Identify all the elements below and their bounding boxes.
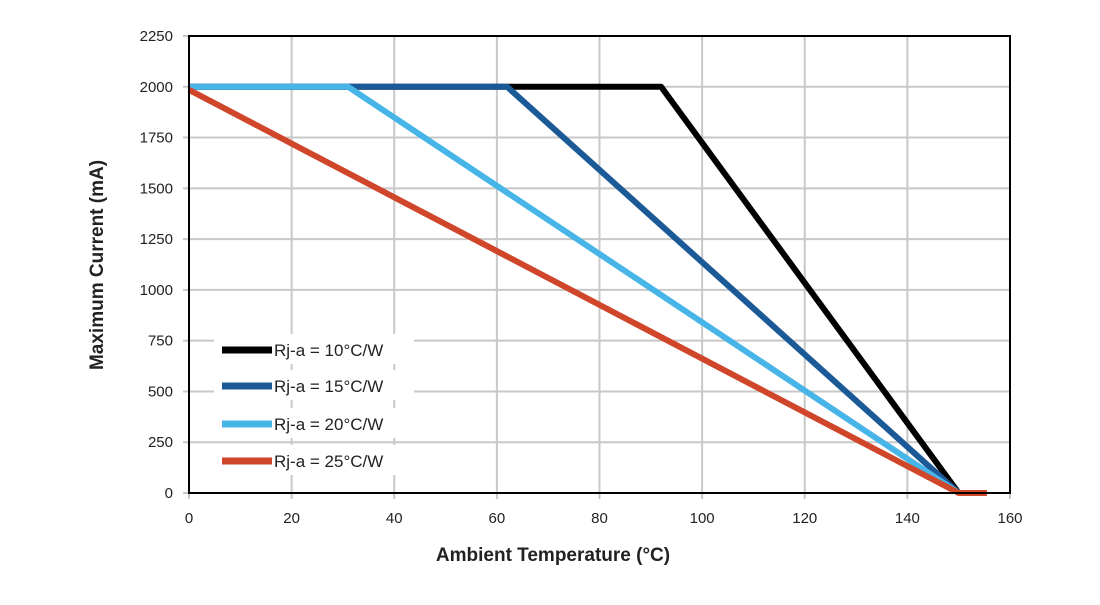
y-tick-label: 0 <box>165 485 173 502</box>
legend: Rj-a = 10°C/W Rj-a = 15°C/W Rj-a = 20°C/W R… <box>214 334 414 475</box>
x-tick-label: 60 <box>489 510 506 527</box>
x-tick-label: 120 <box>792 510 817 527</box>
x-tick-label: 0 <box>185 510 193 527</box>
x-tick-label: 20 <box>283 510 300 527</box>
legend-label: Rj-a = 20°C/W <box>274 415 383 434</box>
legend-label: Rj-a = 10°C/W <box>274 341 383 360</box>
y-tick-label: 1250 <box>140 231 173 248</box>
x-tick-label: 160 <box>997 510 1022 527</box>
y-tick-label: 500 <box>148 383 173 400</box>
x-tick-label: 40 <box>386 510 403 527</box>
legend-label: Rj-a = 25°C/W <box>274 452 383 471</box>
plot-frame <box>188 35 1011 494</box>
y-tick-label: 1750 <box>140 130 173 147</box>
legend-label: Rj-a = 15°C/W <box>274 377 383 396</box>
x-tick-label: 100 <box>690 510 715 527</box>
x-axis-label: Ambient Temperature (°C) <box>436 545 670 566</box>
y-axis-label: Maximum Current (mA) <box>87 160 108 370</box>
x-tick-label: 140 <box>895 510 920 527</box>
y-tick-label: 2000 <box>140 79 173 96</box>
y-tick-label: 2250 <box>140 28 173 45</box>
y-tick-label: 750 <box>148 333 173 350</box>
y-tick-label: 250 <box>148 434 173 451</box>
x-tick-label: 80 <box>591 510 608 527</box>
y-tick-label: 1000 <box>140 282 173 299</box>
tick-labels: 0 20 40 60 80 100 120 140 160 0 250 500 750 1000 1250 1… <box>140 28 1023 527</box>
series-line-3 <box>189 83 961 496</box>
y-tick-label: 1500 <box>140 180 173 197</box>
